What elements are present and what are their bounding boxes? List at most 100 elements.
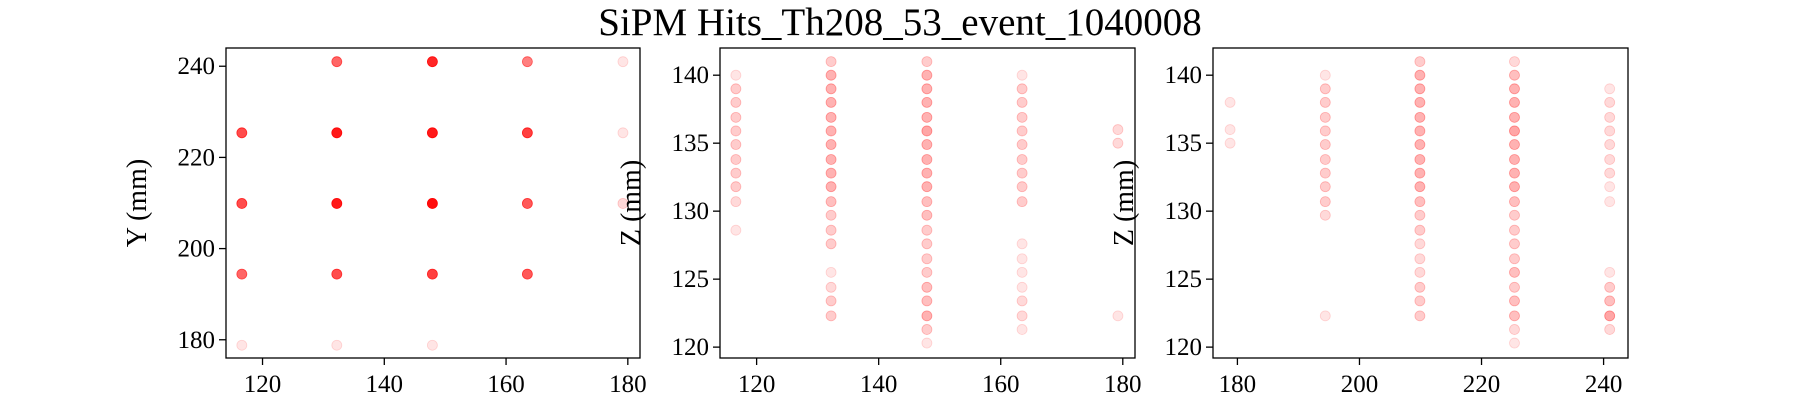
y-tick-label: 135 <box>1165 130 1203 157</box>
scatter-point <box>1414 167 1426 179</box>
scatter-point <box>1604 181 1616 193</box>
scatter-point <box>1319 83 1331 95</box>
scatter-point <box>331 198 343 209</box>
scatter-point <box>1319 139 1331 150</box>
scatter-point <box>426 339 438 351</box>
scatter-point <box>1414 310 1426 322</box>
scatter-point <box>1509 238 1520 250</box>
scatter-point <box>825 167 837 179</box>
scatter-point <box>331 268 343 280</box>
scatter-point <box>521 198 533 209</box>
scatter-point <box>1509 125 1520 137</box>
plot-frame <box>225 47 641 359</box>
scatter-point <box>1016 281 1028 293</box>
scatter-point <box>1016 253 1028 265</box>
scatter-point <box>921 209 933 221</box>
scatter-point <box>921 224 933 236</box>
y-tick-label: 240 <box>178 53 216 80</box>
scatter-point <box>1509 337 1520 349</box>
y-tick-label: 125 <box>672 266 710 293</box>
scatter-point <box>1509 295 1520 307</box>
scatter-point <box>730 96 742 108</box>
scatter-point <box>921 238 933 250</box>
x-tick-label: 160 <box>487 371 525 398</box>
y-tick-label: 130 <box>672 198 710 225</box>
scatter-point <box>1604 310 1616 322</box>
y-tick-label: 180 <box>178 327 216 354</box>
scatter-point <box>1509 181 1520 193</box>
x-tick-label: 180 <box>1219 371 1257 398</box>
x-tick-label: 120 <box>244 371 282 398</box>
y-tick-label: 200 <box>178 236 216 263</box>
scatter-point <box>1319 181 1331 193</box>
scatter-point <box>1414 83 1426 95</box>
scatter-point <box>1319 167 1331 179</box>
scatter-point <box>825 209 837 221</box>
scatter-point <box>236 198 248 209</box>
panel-3: 180 200 220 240 120 125 130 135 140 Z (mm) <box>1109 47 1629 398</box>
y-tick-label: 135 <box>672 130 710 157</box>
y-tick-label: 130 <box>1165 198 1203 225</box>
scatter-point <box>1016 154 1028 165</box>
scatter-point <box>1319 154 1331 165</box>
scatter-point <box>921 310 933 322</box>
scatter-point <box>1414 154 1426 165</box>
scatter-point <box>825 154 837 165</box>
scatter-point <box>1414 266 1426 278</box>
scatter-point <box>617 198 629 209</box>
scatter-point <box>921 266 933 278</box>
x-tick-label: 200 <box>1341 371 1379 398</box>
scatter-point <box>1016 266 1028 278</box>
scatter-point <box>730 83 742 95</box>
scatter-point <box>921 324 933 335</box>
scatter-point <box>1509 69 1520 81</box>
x-tick-label: 240 <box>1585 371 1623 398</box>
scatter-point <box>1604 83 1616 95</box>
scatter-point <box>1509 96 1520 108</box>
y-axis-label: Z (mm) <box>1109 160 1140 246</box>
scatter-point <box>921 139 933 150</box>
scatter-point <box>1414 295 1426 307</box>
scatter-point <box>1414 111 1426 123</box>
scatter-point <box>1016 111 1028 123</box>
scatter-point <box>331 127 343 139</box>
panel-1: 120 140 160 180 180 200 220 240 Y (mm) <box>122 47 647 398</box>
panel-2: 120 140 160 180 120 125 130 135 140 Z (mm) <box>616 47 1142 398</box>
scatter-point <box>426 56 438 68</box>
scatter-point <box>730 224 742 236</box>
scatter-point <box>1509 111 1520 123</box>
scatter-point <box>1224 137 1236 149</box>
scatter-point <box>521 56 533 68</box>
x-tick-label: 120 <box>738 371 776 398</box>
scatter-point <box>1016 125 1028 137</box>
scatter-point <box>331 56 343 68</box>
scatter-point <box>1509 224 1520 236</box>
scatter-point <box>1604 125 1616 137</box>
x-tick-label: 140 <box>366 371 404 398</box>
scatter-point <box>1604 281 1616 293</box>
scatter-point <box>921 295 933 307</box>
scatter-point <box>1016 310 1028 322</box>
scatter-point <box>825 69 837 81</box>
scatter-point <box>1319 125 1331 137</box>
y-tick-label: 140 <box>672 62 710 89</box>
scatter-point <box>1604 266 1616 278</box>
scatter-point <box>730 69 742 81</box>
scatter-point <box>426 198 438 209</box>
scatter-point <box>1414 139 1426 150</box>
scatter-point <box>825 96 837 108</box>
scatter-point <box>1414 238 1426 250</box>
scatter-point <box>236 268 248 280</box>
scatter-point <box>921 281 933 293</box>
scatter-point <box>1016 96 1028 108</box>
scatter-point <box>730 154 742 165</box>
scatter-point <box>1414 69 1426 81</box>
scatter-point <box>1224 96 1236 108</box>
scatter-point <box>921 83 933 95</box>
scatter-point <box>825 56 837 67</box>
scatter-point <box>1414 196 1426 208</box>
x-tick-label: 180 <box>609 371 647 398</box>
scatter-point <box>1509 139 1520 150</box>
plot-frame <box>719 47 1136 359</box>
